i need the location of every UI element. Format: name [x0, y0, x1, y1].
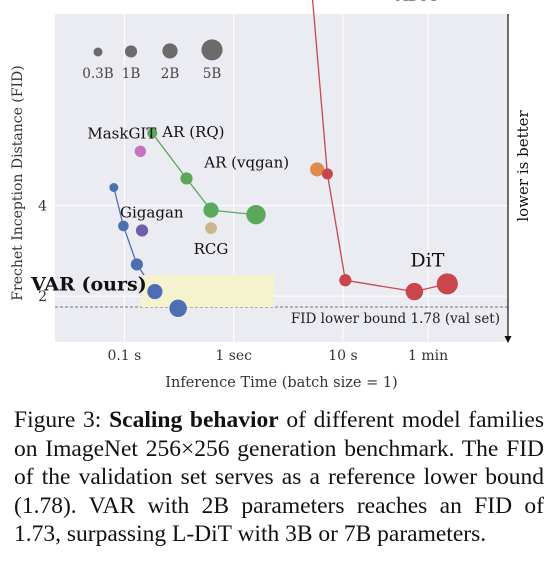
data-point — [109, 182, 119, 193]
size-legend-label: 0.3B — [82, 66, 113, 82]
data-point — [246, 204, 266, 225]
size-legend-label: 1B — [122, 66, 141, 82]
size-legend-label: 2B — [161, 66, 180, 82]
data-point — [203, 202, 219, 218]
data-point — [205, 222, 217, 235]
series-label: Gigagan — [120, 203, 184, 221]
size-legend-marker — [124, 45, 138, 58]
size-legend-marker — [201, 39, 223, 61]
series-label: DiT — [410, 250, 444, 272]
y-tick-label: 2 — [38, 289, 47, 305]
size-legend-marker — [93, 47, 103, 57]
size-legend-label: 5B — [203, 66, 222, 82]
series-label: MaskGIT — [87, 124, 156, 142]
x-tick-label: 1 min — [408, 348, 448, 364]
data-point — [310, 162, 325, 177]
data-point — [130, 258, 143, 271]
caption-text: of different model families on ImageNet … — [14, 407, 545, 547]
x-tick-label: 10 s — [328, 348, 357, 364]
series-label: AR (RQ) — [161, 123, 224, 141]
series-label: VAR (ours) — [30, 273, 147, 295]
data-point — [147, 128, 158, 139]
figure-caption: Figure 3: Scaling behavior of different … — [14, 406, 544, 549]
data-point — [118, 220, 129, 232]
y-axis-title: Frechet Inception Distance (FID) — [10, 65, 26, 300]
data-point — [436, 273, 458, 295]
data-point — [339, 274, 352, 287]
right-axis-arrow — [504, 336, 512, 343]
y-tick-label: 4 — [38, 199, 47, 215]
caption-prefix: Figure 3: — [14, 407, 110, 433]
caption-bold: Scaling behavior — [109, 407, 279, 433]
series-label: AR (vqgan) — [203, 153, 289, 171]
reference-line-label: FID lower bound 1.78 (val set) — [291, 311, 500, 327]
x-axis-title: Inference Time (batch size = 1) — [165, 375, 397, 391]
data-point — [180, 172, 193, 185]
size-legend-marker — [162, 43, 178, 59]
x-tick-label: 1 sec — [215, 348, 252, 364]
data-point — [169, 299, 187, 318]
data-point — [405, 282, 424, 301]
right-axis-label: lower is better — [514, 110, 532, 222]
series-label: RCG — [194, 240, 229, 258]
data-point — [147, 283, 163, 300]
series-line — [151, 132, 257, 216]
highlight-box — [141, 275, 274, 307]
data-point — [321, 168, 333, 180]
data-point — [135, 224, 149, 237]
series-label: ADM — [395, 0, 437, 4]
data-point — [134, 145, 147, 158]
scaling-chart: FID lower bound 1.78 (val set) lower is b… — [10, 0, 532, 391]
x-tick-label: 0.1 s — [107, 348, 141, 364]
